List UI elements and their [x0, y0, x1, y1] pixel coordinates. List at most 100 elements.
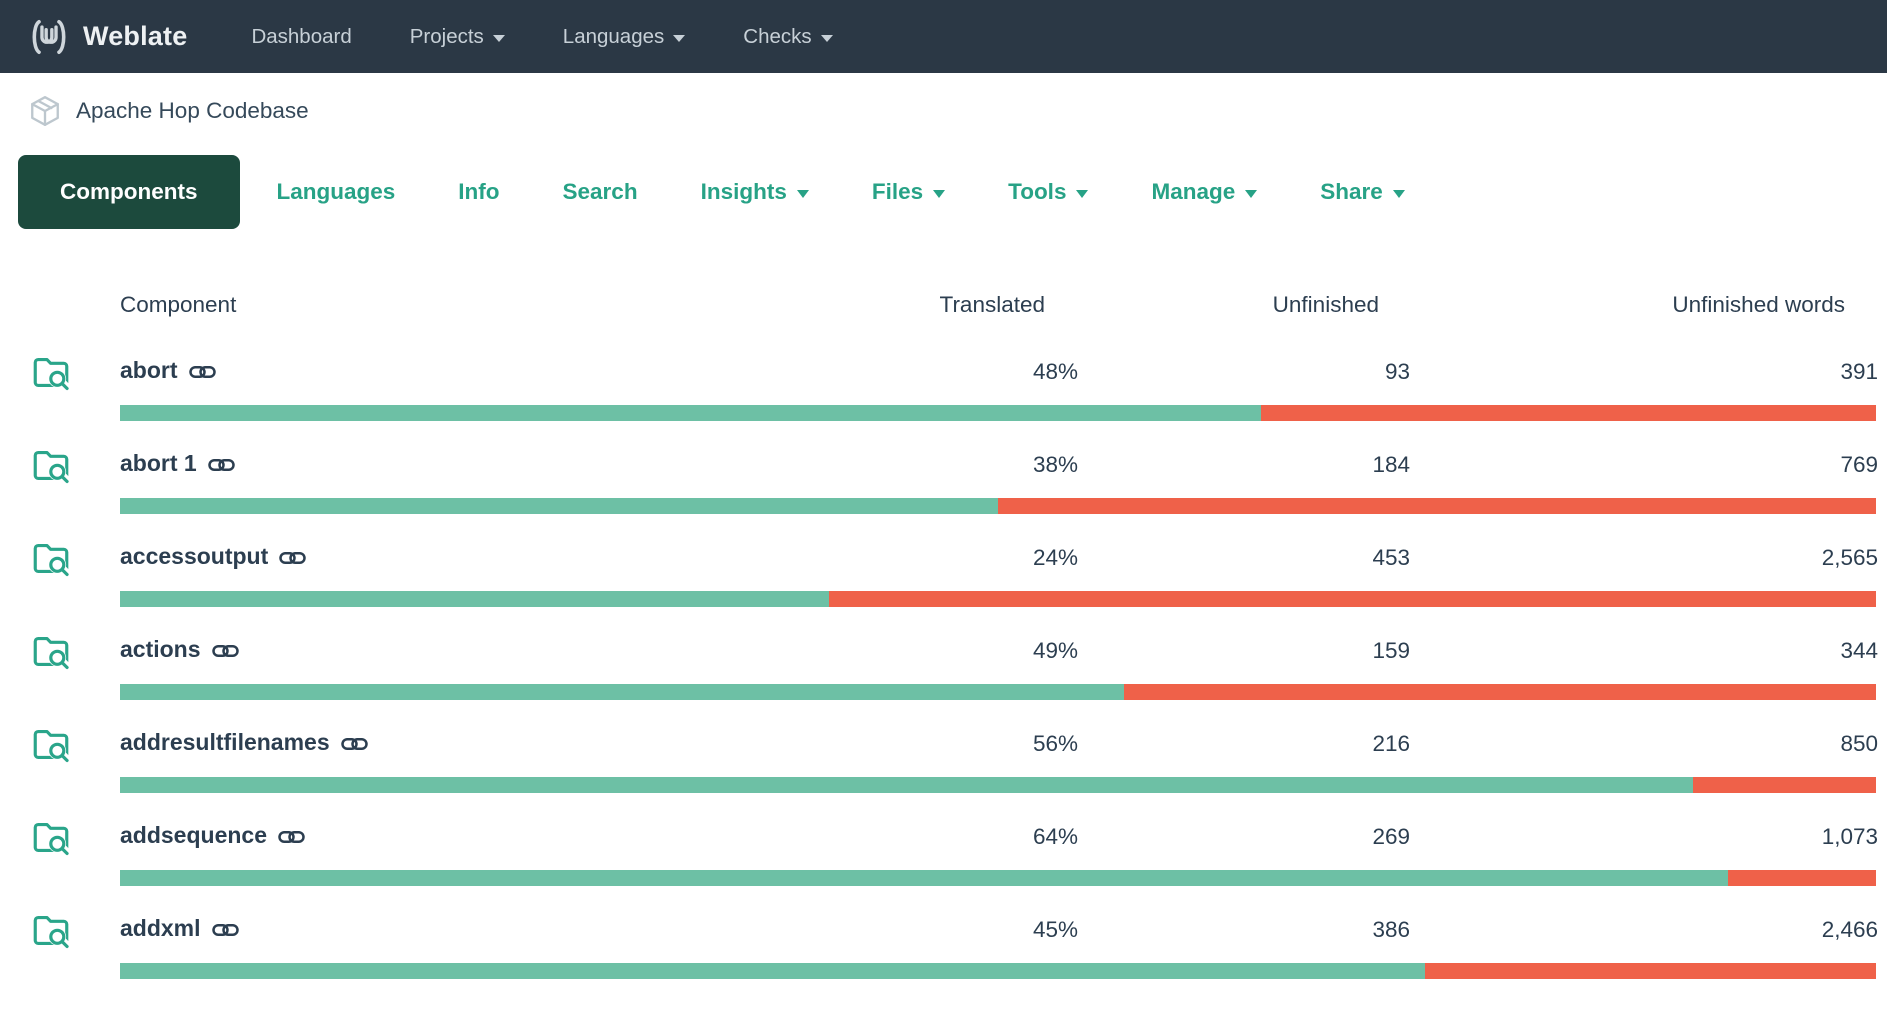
translation-progress-bar: [120, 684, 1876, 700]
unfinished-count-cell: 159: [1372, 638, 1410, 663]
translation-progress-bar: [120, 591, 1876, 607]
component-name-link[interactable]: abort: [120, 357, 216, 384]
tab-insights[interactable]: Insights: [701, 179, 809, 205]
translation-progress-bar: [120, 963, 1876, 979]
component-name-link[interactable]: abort 1: [120, 450, 235, 477]
tab-tools[interactable]: Tools: [1008, 179, 1089, 205]
translated-percent-cell: 48%: [1032, 359, 1078, 384]
unfinished-words-cell: 344: [1840, 638, 1878, 663]
component-row: addsequence 64% 269 1,073: [0, 817, 1887, 910]
progress-translated-segment: [120, 870, 1729, 886]
link-icon[interactable]: [207, 456, 235, 474]
unfinished-words-cell: 391: [1840, 359, 1878, 384]
unfinished-count-cell: 453: [1372, 545, 1410, 570]
progress-unfinished-segment: [1728, 870, 1876, 886]
chevron-down-icon: [673, 34, 686, 42]
navbar-menu: Dashboard Projects Languages Checks: [251, 24, 833, 49]
progress-translated-segment: [120, 777, 1694, 793]
header-unfinished-words: Unfinished words: [1672, 292, 1845, 317]
component-row: addresultfilenames 56% 216 850: [0, 724, 1887, 817]
unfinished-words-cell: 850: [1840, 731, 1878, 756]
folder-search-icon[interactable]: [30, 445, 74, 488]
chevron-down-icon: [492, 34, 505, 42]
header-translated: Translated: [939, 292, 1045, 317]
folder-search-icon[interactable]: [30, 631, 74, 674]
component-name-link[interactable]: addxml: [120, 915, 239, 942]
progress-translated-segment: [120, 684, 1125, 700]
progress-unfinished-segment: [1424, 963, 1876, 979]
link-icon[interactable]: [211, 642, 239, 660]
folder-search-icon[interactable]: [30, 538, 74, 581]
component-row: abort 48% 93 391: [0, 352, 1887, 445]
chevron-down-icon: [820, 34, 833, 42]
link-icon[interactable]: [340, 735, 368, 753]
translation-progress-bar: [120, 870, 1876, 886]
component-name-link[interactable]: addsequence: [120, 822, 305, 849]
translated-percent-cell: 24%: [1032, 545, 1078, 570]
unfinished-words-cell: 2,466: [1821, 917, 1878, 942]
header-unfinished: Unfinished: [1272, 292, 1379, 317]
translation-progress-bar: [120, 777, 1876, 793]
weblate-home-link[interactable]: Weblate: [28, 16, 187, 58]
chevron-down-icon: [1392, 189, 1405, 198]
unfinished-count-cell: 93: [1384, 359, 1410, 384]
unfinished-words-cell: 1,073: [1821, 824, 1878, 849]
tab-files[interactable]: Files: [872, 179, 946, 205]
progress-unfinished-segment: [1124, 684, 1876, 700]
translated-percent-cell: 49%: [1032, 638, 1078, 663]
project-tab-bar: Components Languages Info Search Insight…: [18, 155, 1887, 229]
translation-progress-bar: [120, 498, 1876, 514]
unfinished-count-cell: 184: [1372, 452, 1410, 477]
folder-search-icon[interactable]: [30, 817, 74, 860]
chevron-down-icon: [796, 189, 809, 198]
folder-search-icon[interactable]: [30, 352, 74, 395]
project-package-icon: [28, 94, 62, 128]
translated-percent-cell: 64%: [1032, 824, 1078, 849]
translated-percent-cell: 56%: [1032, 731, 1078, 756]
tab-share[interactable]: Share: [1320, 179, 1405, 205]
component-row: accessoutput 24% 453 2,565: [0, 538, 1887, 631]
progress-unfinished-segment: [1693, 777, 1876, 793]
link-icon[interactable]: [211, 921, 239, 939]
progress-translated-segment: [120, 963, 1425, 979]
component-row: abort 1 38% 184 769: [0, 445, 1887, 538]
navbar-item-checks[interactable]: Checks: [743, 25, 833, 49]
navbar-item-projects[interactable]: Projects: [410, 25, 505, 49]
top-navbar: Weblate Dashboard Projects Languages Che…: [0, 0, 1887, 73]
component-row: addxml 45% 386 2,466: [0, 910, 1887, 1003]
tab-manage[interactable]: Manage: [1151, 179, 1258, 205]
folder-search-icon[interactable]: [30, 724, 74, 767]
translated-percent-cell: 38%: [1032, 452, 1078, 477]
component-name-link[interactable]: accessoutput: [120, 543, 307, 570]
tab-search[interactable]: Search: [562, 179, 638, 204]
tab-info[interactable]: Info: [458, 179, 500, 204]
navbar-item-dashboard[interactable]: Dashboard: [251, 24, 352, 48]
chevron-down-icon: [1245, 189, 1258, 198]
unfinished-count-cell: 216: [1372, 731, 1410, 756]
tab-components[interactable]: Components: [18, 155, 240, 229]
progress-unfinished-segment: [1261, 405, 1876, 421]
component-row: actions 49% 159 344: [0, 631, 1887, 724]
chevron-down-icon: [1076, 189, 1089, 198]
breadcrumb-project-link[interactable]: Apache Hop Codebase: [76, 98, 309, 123]
progress-translated-segment: [120, 405, 1262, 421]
table-body: abort 48% 93 391: [0, 352, 1887, 1003]
unfinished-count-cell: 269: [1372, 824, 1410, 849]
unfinished-words-cell: 2,565: [1821, 545, 1878, 570]
brand-title: Weblate: [83, 21, 188, 51]
link-icon[interactable]: [279, 549, 307, 567]
component-name-link[interactable]: actions: [120, 636, 239, 663]
component-name-link[interactable]: addresultfilenames: [120, 729, 368, 756]
progress-translated-segment: [120, 498, 998, 514]
progress-translated-segment: [120, 591, 830, 607]
tab-languages[interactable]: Languages: [276, 179, 396, 204]
link-icon[interactable]: [188, 363, 216, 381]
navbar-item-languages[interactable]: Languages: [563, 25, 686, 49]
folder-search-icon[interactable]: [30, 910, 74, 953]
link-icon[interactable]: [278, 828, 305, 846]
unfinished-words-cell: 769: [1840, 452, 1878, 477]
translation-progress-bar: [120, 405, 1876, 421]
translated-percent-cell: 45%: [1032, 917, 1078, 942]
progress-unfinished-segment: [998, 498, 1876, 514]
weblate-logo-icon: [28, 16, 70, 58]
